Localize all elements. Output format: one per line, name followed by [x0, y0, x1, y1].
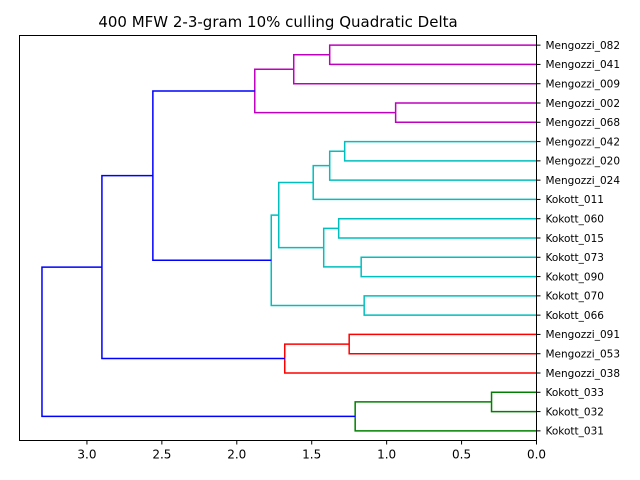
x-tick-label: 1.0	[377, 448, 396, 462]
leaf-label: Mengozzi_009	[546, 79, 621, 91]
leaf-label: Kokott_090	[546, 271, 604, 283]
dendrogram-link-22	[292, 54, 537, 85]
leaf-label: Mengozzi_091	[546, 329, 621, 341]
x-tick-label: 3.0	[77, 448, 96, 462]
x-axis: 3.0 2.5 2.0 1.5 1.0 0.5 0.0	[77, 440, 546, 462]
dendrogram-link-35	[348, 333, 537, 355]
leaf-label: Kokott_060	[546, 214, 604, 226]
dendrogram-link-38	[490, 391, 537, 413]
dendrogram-link-36	[283, 343, 537, 374]
leaf-label: Mengozzi_002	[546, 98, 621, 110]
leaf-label: Mengozzi_082	[546, 40, 621, 52]
dendrogram-link-30	[322, 227, 362, 268]
dendrogram-link-32	[363, 295, 537, 316]
leaf-label: Mengozzi_041	[546, 59, 621, 71]
leaf-label: Kokott_070	[546, 291, 604, 303]
leaf-label: Kokott_031	[546, 426, 604, 438]
dendrogram-link-34	[152, 90, 272, 262]
leaf-label: Mengozzi_024	[546, 175, 621, 187]
dendrogram-link-25	[343, 140, 537, 162]
leaf-label: Kokott_073	[546, 252, 604, 264]
leaf-labels: Mengozzi_082 Mengozzi_041 Mengozzi_009 Meng…	[536, 40, 621, 438]
dendrogram-links	[41, 44, 537, 432]
leaf-label: Kokott_032	[546, 406, 604, 418]
dendrogram-link-33	[270, 214, 365, 307]
x-tick-label: 1.5	[302, 448, 321, 462]
dendrogram-link-31	[277, 181, 324, 249]
dendrogram-link-23	[394, 102, 537, 124]
leaf-label: Kokott_015	[546, 233, 604, 245]
dendrogram-link-28	[337, 217, 537, 239]
dendrogram-link-39	[354, 401, 537, 432]
leaf-label: Mengozzi_053	[546, 349, 621, 361]
leaf-label: Mengozzi_042	[546, 136, 621, 148]
dendrogram-link-24	[254, 68, 396, 114]
leaf-label: Kokott_011	[546, 194, 604, 206]
x-tick-label: 2.5	[152, 448, 171, 462]
dendrogram-link-40	[41, 266, 356, 418]
dendrogram-link-37	[101, 174, 285, 360]
x-tick-label: 2.0	[227, 448, 246, 462]
dendrogram-link-26	[328, 150, 537, 181]
leaf-label: Mengozzi_038	[546, 368, 621, 380]
x-tick-label: 0.0	[527, 448, 546, 462]
dendrogram-link-29	[360, 256, 537, 278]
x-tick-label: 0.5	[452, 448, 471, 462]
chart-title: 400 MFW 2-3-gram 10% culling Quadratic D…	[98, 13, 457, 31]
dendrogram-link-27	[312, 164, 537, 201]
dendrogram-link-21	[328, 44, 537, 66]
leaf-label: Mengozzi_020	[546, 156, 621, 168]
leaf-label: Kokott_033	[546, 387, 604, 399]
leaf-label: Kokott_066	[546, 310, 605, 322]
leaf-label: Mengozzi_068	[546, 117, 621, 129]
